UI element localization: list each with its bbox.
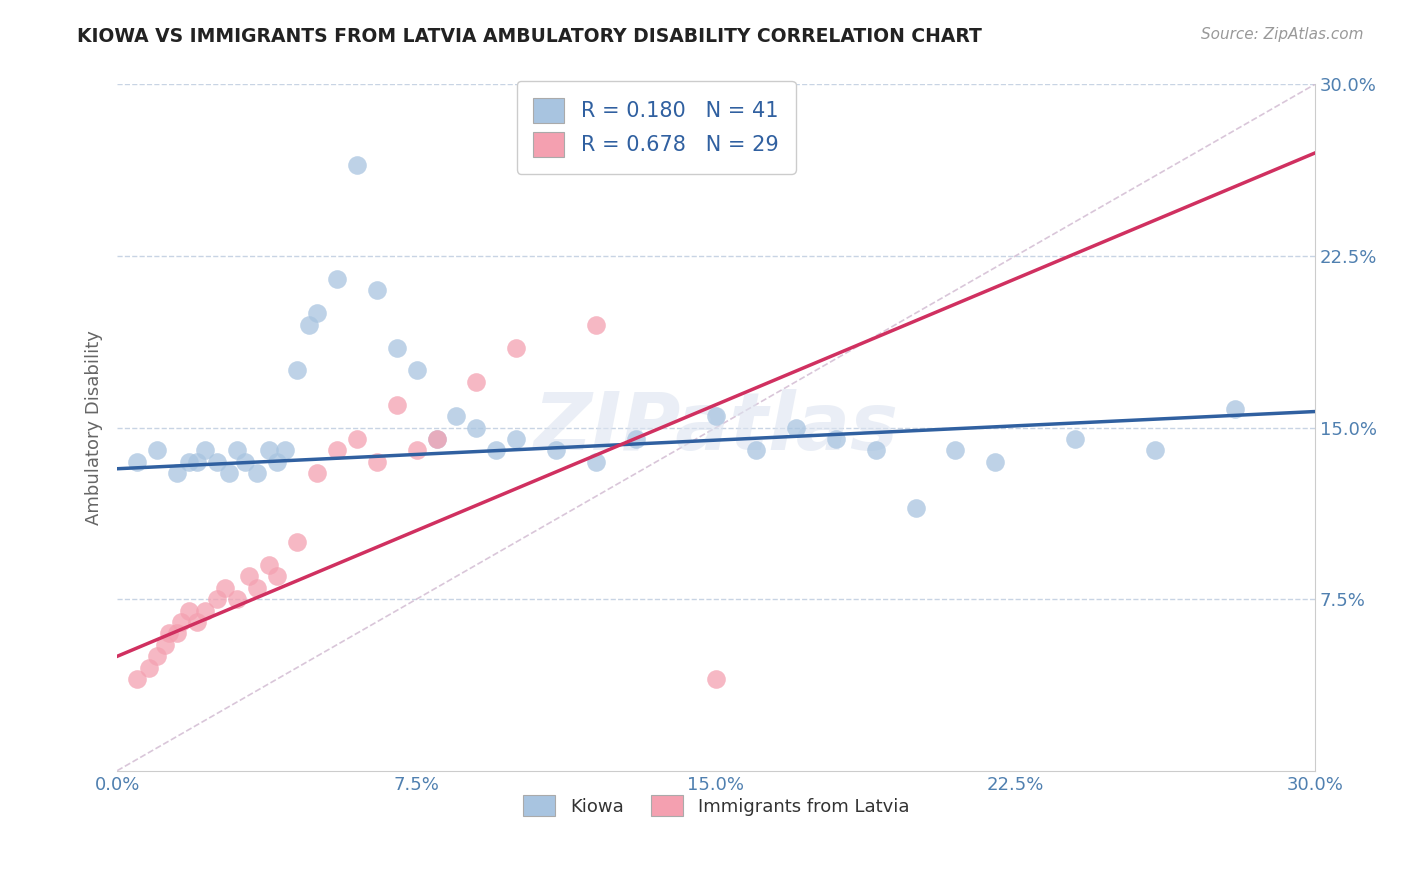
Text: KIOWA VS IMMIGRANTS FROM LATVIA AMBULATORY DISABILITY CORRELATION CHART: KIOWA VS IMMIGRANTS FROM LATVIA AMBULATO… [77, 27, 983, 45]
Point [405, 443, 427, 458]
Point [285, 363, 308, 377]
Point [194, 603, 217, 617]
Y-axis label: Ambulatory Disability: Ambulatory Disability [86, 330, 103, 525]
Point [465, 420, 488, 434]
Point [170, 615, 193, 629]
Point [226, 592, 249, 607]
Point [325, 443, 347, 458]
Point [465, 375, 488, 389]
Point [624, 432, 647, 446]
Point [214, 581, 236, 595]
Point [346, 432, 368, 446]
Point [305, 306, 328, 320]
Point [1223, 402, 1246, 417]
Point [405, 363, 427, 377]
Point [1144, 443, 1167, 458]
Point [485, 443, 508, 458]
Point [266, 569, 288, 583]
Point [177, 603, 200, 617]
Point [865, 443, 887, 458]
Point [585, 318, 607, 332]
Point [274, 443, 297, 458]
Point [166, 626, 188, 640]
Point [177, 455, 200, 469]
Point [138, 661, 160, 675]
Point [346, 157, 368, 171]
Point [385, 398, 408, 412]
Point [745, 443, 768, 458]
Point [366, 455, 388, 469]
Point [425, 432, 447, 446]
Point [305, 467, 328, 481]
Point [325, 272, 347, 286]
Point [945, 443, 967, 458]
Point [153, 638, 176, 652]
Point [127, 455, 149, 469]
Point [585, 455, 607, 469]
Point [446, 409, 468, 424]
Point [157, 626, 180, 640]
Point [824, 432, 846, 446]
Point [285, 535, 308, 549]
Point [366, 283, 388, 297]
Point [246, 467, 269, 481]
Point [505, 432, 527, 446]
Point [546, 443, 568, 458]
Point [505, 341, 527, 355]
Point [266, 455, 288, 469]
Point [186, 455, 208, 469]
Point [166, 467, 188, 481]
Point [984, 455, 1007, 469]
Point [226, 443, 249, 458]
Legend: Kiowa, Immigrants from Latvia: Kiowa, Immigrants from Latvia [516, 789, 917, 823]
Point [205, 592, 228, 607]
Point [205, 455, 228, 469]
Text: ZIPatlas: ZIPatlas [533, 389, 898, 467]
Point [704, 672, 727, 686]
Point [246, 581, 269, 595]
Point [186, 615, 208, 629]
Point [194, 443, 217, 458]
Point [257, 443, 280, 458]
Point [1064, 432, 1087, 446]
Point [904, 500, 927, 515]
Point [704, 409, 727, 424]
Point [238, 569, 260, 583]
Point [146, 649, 169, 664]
Point [425, 432, 447, 446]
Point [146, 443, 169, 458]
Point [785, 420, 807, 434]
Point [233, 455, 256, 469]
Point [385, 341, 408, 355]
Point [257, 558, 280, 572]
Point [298, 318, 321, 332]
Point [218, 467, 240, 481]
Point [127, 672, 149, 686]
Text: Source: ZipAtlas.com: Source: ZipAtlas.com [1201, 27, 1364, 42]
